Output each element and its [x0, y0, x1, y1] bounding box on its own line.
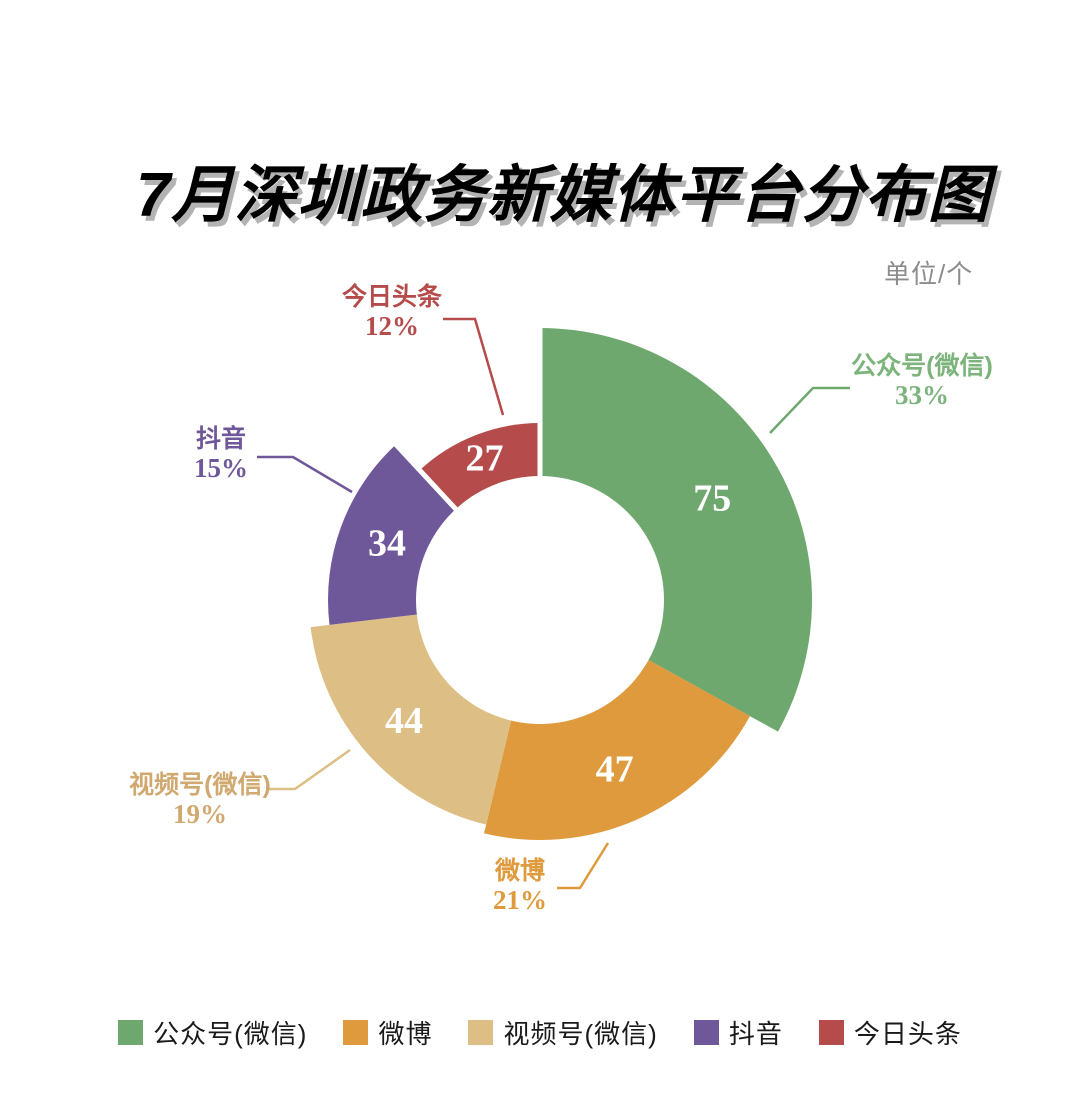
- slice-value-label-wechat-official-account: 75: [693, 477, 731, 519]
- legend-label-douyin: 抖音: [728, 1019, 783, 1049]
- legend-label-weibo: 微博: [378, 1019, 433, 1049]
- callout-toutiao: 今日头条 12%: [342, 283, 442, 341]
- legend-swatch-toutiao: [818, 1020, 844, 1045]
- callout-wechat-video: 视频号(微信) 19%: [129, 771, 271, 829]
- legend-swatch-wechat-official-account: [118, 1020, 144, 1045]
- legend-label-wechat-video: 视频号(微信): [503, 1019, 658, 1049]
- legend-item-wechat-video: 视频号(微信): [468, 1014, 657, 1051]
- callout-leader-line-douyin: [257, 455, 353, 494]
- legend-swatch-weibo: [343, 1020, 369, 1045]
- callout-name-weibo: 微博: [494, 857, 545, 885]
- callout-percent-weibo: 21%: [493, 885, 547, 915]
- callout-weibo: 微博 21%: [493, 857, 547, 915]
- callout-leader-line-wechat-video: [268, 748, 351, 791]
- legend-label-toutiao: 今日头条: [853, 1019, 962, 1049]
- legend-swatch-wechat-video: [468, 1020, 494, 1045]
- slice-value-label-douyin: 34: [368, 523, 406, 565]
- legend-label-wechat-official-account: 公众号(微信): [153, 1019, 308, 1049]
- chart-title: 7月深圳政务新媒体平台分布图: [136, 161, 991, 230]
- callout-leader-line-toutiao: [443, 317, 505, 416]
- callout-wechat-official-account: 公众号(微信) 33%: [851, 352, 993, 410]
- callout-leader-line-weibo: [557, 842, 610, 890]
- callout-percent-wechat-official-account: 33%: [895, 380, 949, 410]
- callout-name-toutiao: 今日头条: [341, 283, 443, 311]
- slice-value-label-toutiao: 27: [466, 437, 504, 479]
- callout-percent-toutiao: 12%: [364, 311, 419, 341]
- legend-item-weibo: 微博: [343, 1014, 432, 1051]
- slice-value-label-wechat-video: 44: [385, 700, 423, 742]
- unit-label: 单位/个: [884, 259, 974, 289]
- callout-name-wechat-video: 视频号(微信): [129, 771, 271, 799]
- callout-name-wechat-official-account: 公众号(微信): [851, 352, 993, 380]
- callout-name-douyin: 抖音: [195, 425, 246, 453]
- legend-item-wechat-official-account: 公众号(微信): [118, 1014, 307, 1051]
- slice-value-label-weibo: 47: [596, 748, 634, 790]
- legend-swatch-douyin: [693, 1020, 719, 1045]
- callout-percent-wechat-video: 19%: [173, 799, 227, 829]
- legend-item-douyin: 抖音: [693, 1014, 783, 1051]
- legend: 公众号(微信) 微博 视频号(微信) 抖音 今日头条: [0, 1014, 1080, 1051]
- legend-item-toutiao: 今日头条: [818, 1014, 962, 1051]
- donut-hole: [416, 476, 664, 724]
- callout-douyin: 抖音 15%: [194, 425, 248, 483]
- callout-percent-douyin: 15%: [194, 453, 248, 483]
- callout-leader-line-wechat-official-account: [769, 386, 850, 434]
